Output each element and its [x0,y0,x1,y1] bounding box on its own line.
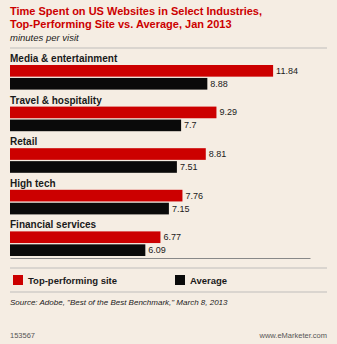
data-label: 7.51 [180,162,198,172]
data-label: 8.81 [209,149,227,159]
id-text: 153567 [10,331,35,340]
bar [10,120,181,132]
background [0,0,337,344]
watermark: www.eMarketer.com [258,331,327,340]
subtitle: minutes per visit [10,32,79,43]
data-label: 7.7 [184,120,197,130]
bar [10,65,273,77]
category-label: Travel & hospitality [10,95,102,106]
bars [10,65,273,256]
legend-swatch [175,275,185,285]
data-label: 6.77 [163,232,181,242]
data-label: 8.88 [210,79,228,89]
data-label: 9.29 [219,107,237,117]
bar [10,148,206,160]
bar [10,161,177,173]
separator [10,268,327,269]
legend-swatch [13,275,23,285]
bar [10,107,216,119]
category-label: Media & entertainment [10,53,118,64]
data-label: 11.84 [276,66,298,76]
legend-label: Top-performing site [28,275,117,286]
category-label: Financial services [10,219,97,230]
separator [10,292,327,293]
source: Source: Adobe, "Best of the Best Benchma… [10,298,228,307]
bar [10,244,145,256]
data-label: 6.09 [148,245,166,255]
data-label: 7.15 [172,204,190,214]
category-label: High tech [10,178,56,189]
labels: Media & entertainment 11.84 8.88 Travel & h… [10,53,298,255]
title: Top-Performing Site vs. Average, Jan 201… [10,18,232,30]
category-label: Retail [10,136,37,147]
bar [10,78,207,90]
axis-line [11,258,311,259]
x-axis [11,258,311,259]
bar [10,203,169,215]
title: Time Spent on US Websites in Select Indu… [10,5,262,17]
data-label: 7.76 [185,191,203,201]
chart: Time Spent on US Websites in Select Indu… [0,0,337,344]
bar [10,231,160,243]
bar [10,190,182,202]
separator [10,48,327,49]
legend-label: Average [190,275,227,286]
